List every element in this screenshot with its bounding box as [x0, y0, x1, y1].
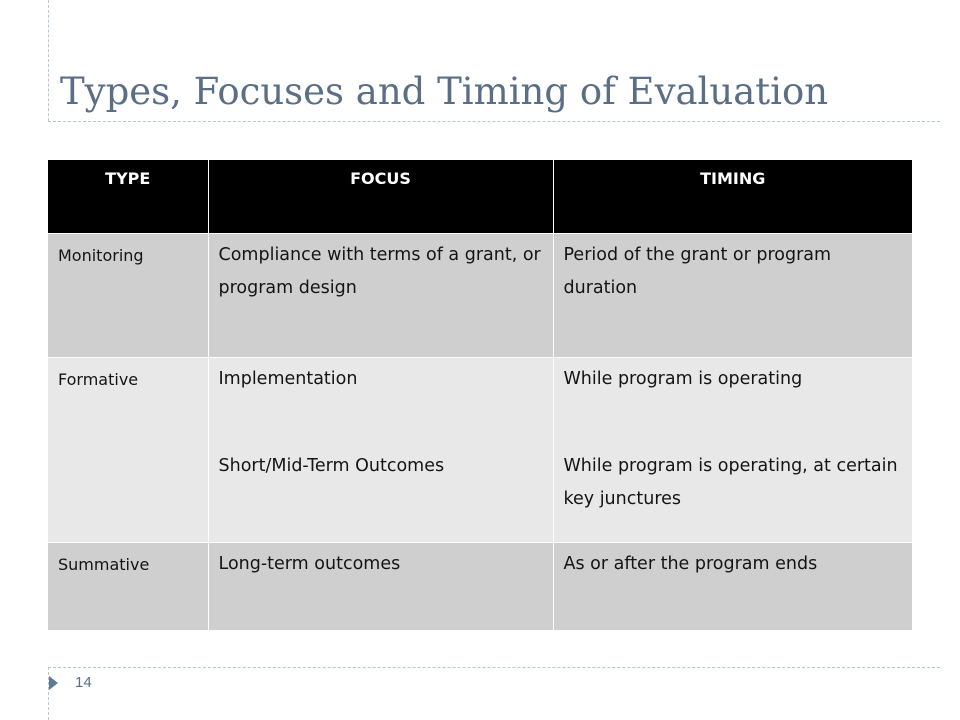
timing-text: While program is operating: [563, 368, 803, 389]
top-vertical-rule: [48, 0, 49, 121]
focus-cell: Implementation Short/Mid-Term Outcomes: [208, 357, 554, 543]
table-header-row: TYPE FOCUS TIMING: [48, 160, 912, 234]
column-header-timing: TIMING: [553, 160, 912, 234]
timing-cell: Period of the grant or program duration: [553, 233, 912, 358]
focus-cell: Long-term outcomes: [208, 542, 554, 631]
table-row-formative: Formative Implementation Short/Mid-Term …: [48, 357, 912, 543]
slide-title: Types, Focuses and Timing of Evaluation: [60, 70, 829, 113]
column-header-type: TYPE: [48, 160, 209, 234]
table-row-summative: Summative Long-term outcomes As or after…: [48, 542, 912, 631]
type-cell: Formative: [48, 357, 209, 543]
triangle-right-icon: [49, 676, 58, 690]
focus-cell: Compliance with terms of a grant, or pro…: [208, 233, 554, 358]
focus-text: Compliance with terms of a grant, or pro…: [218, 244, 541, 298]
focus-text: Long-term outcomes: [218, 553, 401, 574]
bottom-vertical-rule: [48, 667, 49, 720]
footer-divider: [48, 667, 940, 668]
evaluation-table: TYPE FOCUS TIMING Monitoring Compliance …: [48, 160, 912, 631]
page-number: 14: [75, 674, 92, 691]
focus-text: Implementation: [218, 368, 358, 389]
timing-cell: While program is operating While program…: [553, 357, 912, 543]
type-cell: Summative: [48, 542, 209, 631]
column-header-focus: FOCUS: [208, 160, 554, 234]
table-row-monitoring: Monitoring Compliance with terms of a gr…: [48, 233, 912, 358]
timing-text: While program is operating, at certain k…: [563, 455, 898, 509]
timing-text: Period of the grant or program duration: [563, 244, 832, 298]
type-cell: Monitoring: [48, 233, 209, 358]
timing-cell: As or after the program ends: [553, 542, 912, 631]
title-divider: [48, 121, 940, 122]
focus-text: Short/Mid-Term Outcomes: [218, 455, 445, 476]
timing-text: As or after the program ends: [563, 553, 818, 574]
